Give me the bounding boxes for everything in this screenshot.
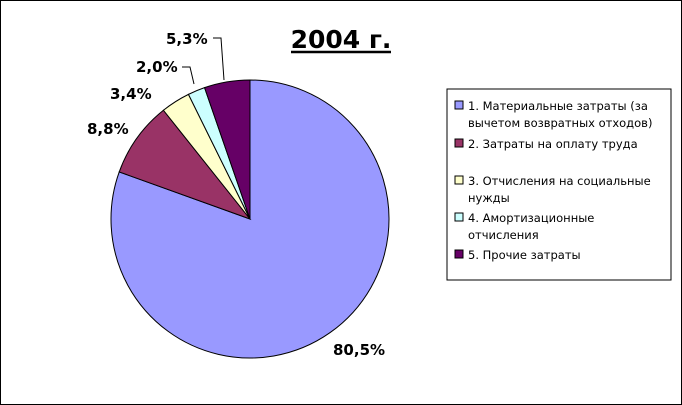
legend-swatch-2 [454,138,464,148]
pie-slice-5 [203,79,251,220]
legend-entry-1: 1. Материальные затраты (за вычетом возвр… [454,99,652,130]
leader-lines [182,37,225,85]
pie-slice-1 [110,79,390,359]
legend-label-1-line-1: 1. Материальные затраты (за [468,99,648,113]
legend-label-5-line-1: 5. Прочие затраты [468,248,581,262]
legend-entry-4: 4. Амортизационные отчисления [454,211,594,242]
legend-entry-2: 2. Затраты на оплату труда [454,137,638,151]
chart-title: 2004 г. [291,25,392,54]
legend-swatch-1 [454,100,464,110]
data-label-2: 8,8% [87,120,129,138]
legend-entry-5: 5. Прочие затраты [454,248,581,262]
legend-label-1-line-2: вычетом возвратных отходов) [468,116,652,130]
legend-label-4-line-2: отчисления [468,228,539,242]
legend-label-2-line-1: 2. Затраты на оплату труда [468,137,638,151]
legend-entry-3: 3. Отчисления на социальные нужды [454,174,651,205]
legend-swatch-4 [454,212,464,222]
data-label-5: 5,3% [166,30,208,48]
legend-items: 1. Материальные затраты (за вычетом возвр… [454,99,652,262]
data-label-1: 80,5% [333,341,385,359]
legend-label-3-line-2: нужды [468,191,510,205]
leader-line-5 [213,37,225,81]
pie-slices [110,79,390,359]
data-label-3: 3,4% [110,85,152,103]
chart-title-text: 2004 г. [291,25,392,54]
leader-line-4 [182,66,195,85]
legend-swatch-5 [454,249,464,259]
data-labels: 80,5% 8,8% 3,4% 2,0% 5,3% [87,30,385,359]
legend-label-4-line-1: 4. Амортизационные [468,211,594,225]
legend-swatch-3 [454,175,464,185]
data-label-4: 2,0% [136,58,178,76]
legend-label-3-line-1: 3. Отчисления на социальные [468,174,651,188]
legend: 1. Материальные затраты (за вычетом возвр… [446,88,672,281]
legend-box [446,88,672,281]
